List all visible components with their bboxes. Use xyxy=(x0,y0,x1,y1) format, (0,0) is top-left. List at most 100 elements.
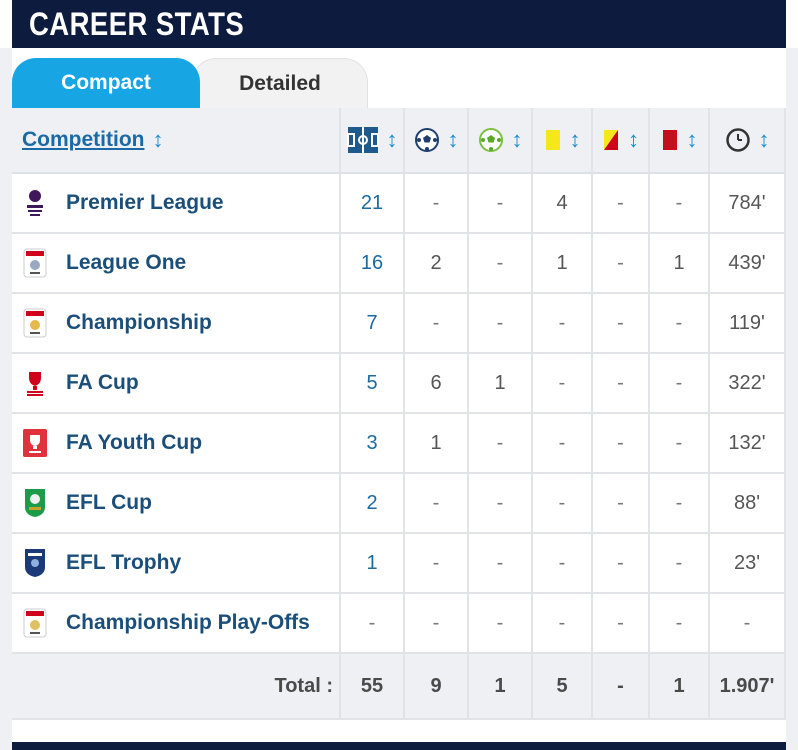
right-gutter xyxy=(786,48,798,750)
second-yellow-icon xyxy=(604,130,618,150)
section-title: CAREER STATS xyxy=(29,6,245,42)
table-row: League One 16 2 - 1 - 1 439' xyxy=(12,234,786,294)
second-yellow-cell: - xyxy=(593,294,650,354)
minutes-value: 322' xyxy=(728,371,766,394)
yellow-card-header[interactable]: ↕ xyxy=(533,108,593,174)
red-cell: - xyxy=(650,174,710,234)
goals-cell: - xyxy=(405,474,469,534)
competition-cell: League One xyxy=(12,234,341,294)
competition-header[interactable]: Competition ↕ xyxy=(12,108,341,174)
total-yellow: 5 xyxy=(533,654,593,720)
sort-arrow-icon: ↕ xyxy=(628,127,639,152)
competition-sort-link[interactable]: Competition xyxy=(22,128,145,151)
apps-value[interactable]: 3 xyxy=(366,431,378,454)
tab-detailed[interactable]: Detailed xyxy=(192,58,368,108)
minutes-header[interactable]: ↕ xyxy=(710,108,786,174)
table-header-row: Competition ↕ ↕ xyxy=(12,108,786,174)
second-yellow-cell: - xyxy=(593,174,650,234)
assists-cell: - xyxy=(469,174,533,234)
competition-name-link[interactable]: Premier League xyxy=(66,191,224,214)
competition-name-link[interactable]: League One xyxy=(66,251,187,274)
goals-value: - xyxy=(432,551,440,574)
tab-compact[interactable]: Compact xyxy=(12,58,200,108)
sort-arrow-icon: ↕ xyxy=(386,127,398,152)
assists-cell: - xyxy=(469,594,533,654)
yellow-value: 4 xyxy=(556,191,568,214)
apps-value[interactable]: 21 xyxy=(360,191,384,214)
minutes-value: 23' xyxy=(733,551,761,574)
apps-cell[interactable]: 1 xyxy=(341,534,405,594)
goals-header[interactable]: ↕ xyxy=(405,108,469,174)
sort-arrow-icon[interactable]: ↕ xyxy=(152,127,164,152)
second-yellow-value: - xyxy=(617,311,624,334)
red-value: - xyxy=(675,431,683,454)
red-value: 1 xyxy=(673,251,685,274)
minutes-value: 784' xyxy=(728,191,766,214)
assists-header[interactable]: ↕ xyxy=(469,108,533,174)
minutes-cell: 119' xyxy=(710,294,786,354)
competition-cell: Championship Play-Offs xyxy=(12,594,341,654)
second-yellow-value: - xyxy=(617,491,624,514)
apps-cell[interactable]: 5 xyxy=(341,354,405,414)
red-value: - xyxy=(675,191,683,214)
apps-value[interactable]: 16 xyxy=(360,251,384,274)
minutes-cell: - xyxy=(710,594,786,654)
assists-value: - xyxy=(496,311,504,334)
goals-value: 2 xyxy=(430,251,442,274)
apps-cell: - xyxy=(341,594,405,654)
minutes-value: 439' xyxy=(728,251,766,274)
minutes-value: - xyxy=(743,611,751,634)
total-apps: 55 xyxy=(341,654,405,720)
assists-cell: - xyxy=(469,234,533,294)
sort-arrow-icon: ↕ xyxy=(686,127,698,152)
second-yellow-value: - xyxy=(617,431,624,454)
table-row: Championship 7 - - - - - 119' xyxy=(12,294,786,354)
assists-cell: - xyxy=(469,414,533,474)
competition-name-link[interactable]: Championship xyxy=(66,311,212,334)
apps-cell[interactable]: 16 xyxy=(341,234,405,294)
competition-name-link[interactable]: FA Cup xyxy=(66,371,139,394)
apps-cell[interactable]: 21 xyxy=(341,174,405,234)
efl-trophy-logo xyxy=(22,547,48,579)
competition-name-link[interactable]: Championship Play-Offs xyxy=(66,611,310,634)
league-one-logo xyxy=(22,247,48,279)
apps-cell[interactable]: 2 xyxy=(341,474,405,534)
apps-cell[interactable]: 7 xyxy=(341,294,405,354)
competition-name-link[interactable]: EFL Cup xyxy=(66,491,152,514)
red-card-header[interactable]: ↕ xyxy=(650,108,710,174)
fa-youth-cup-logo xyxy=(22,427,48,459)
assists-value: - xyxy=(496,551,504,574)
sort-arrow-icon: ↕ xyxy=(569,127,581,152)
total-label: Total : xyxy=(12,654,341,720)
competition-cell: Premier League xyxy=(12,174,341,234)
second-yellow-value: - xyxy=(617,551,624,574)
assists-value: - xyxy=(496,491,504,514)
apps-value[interactable]: 1 xyxy=(366,551,378,574)
assists-value: - xyxy=(496,191,504,214)
second-yellow-header[interactable]: ↕ xyxy=(593,108,650,174)
yellow-cell: 4 xyxy=(533,174,593,234)
competition-name-link[interactable]: FA Youth Cup xyxy=(66,431,203,454)
goals-cell: 1 xyxy=(405,414,469,474)
yellow-value: - xyxy=(558,311,566,334)
table-row: EFL Cup 2 - - - - - 88' xyxy=(12,474,786,534)
minutes-cell: 322' xyxy=(710,354,786,414)
red-value: - xyxy=(675,371,683,394)
apps-value[interactable]: 7 xyxy=(366,311,378,334)
yellow-value: - xyxy=(558,371,566,394)
competition-cell: EFL Trophy xyxy=(12,534,341,594)
apps-value[interactable]: 5 xyxy=(366,371,378,394)
goals-value: 1 xyxy=(430,431,442,454)
apps-value[interactable]: 2 xyxy=(366,491,378,514)
second-yellow-cell: - xyxy=(593,234,650,294)
competition-name-link[interactable]: EFL Trophy xyxy=(66,551,182,574)
total-row: Total : 55 9 1 5 - 1 1.907' xyxy=(12,654,786,720)
yellow-cell: - xyxy=(533,474,593,534)
second-yellow-cell: - xyxy=(593,414,650,474)
left-gutter xyxy=(0,48,12,750)
apps-cell[interactable]: 3 xyxy=(341,414,405,474)
assists-cell: 1 xyxy=(469,354,533,414)
appearances-header[interactable]: ↕ xyxy=(341,108,405,174)
minutes-cell: 23' xyxy=(710,534,786,594)
table-row: FA Cup 5 6 1 - - - 322' xyxy=(12,354,786,414)
